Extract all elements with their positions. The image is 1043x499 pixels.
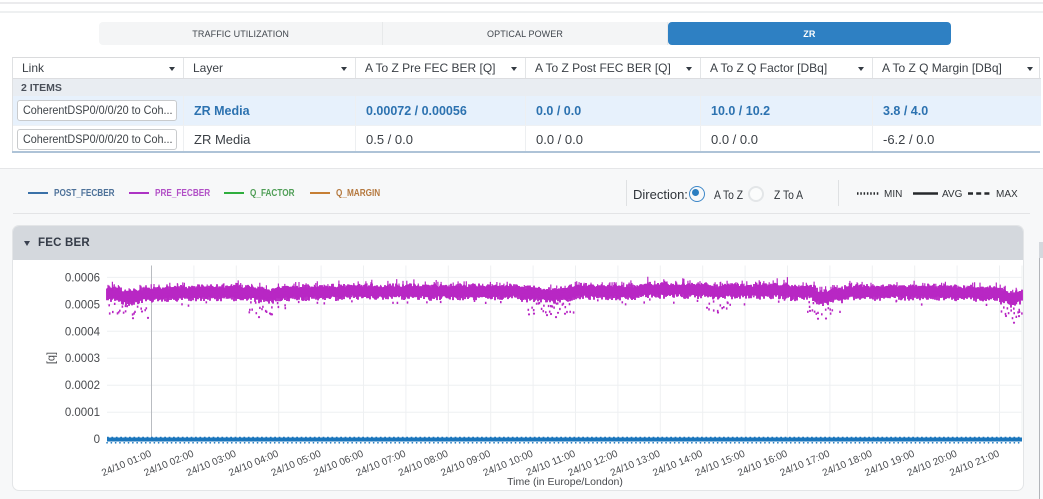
svg-text:0: 0: [94, 434, 100, 446]
svg-text:0.0003: 0.0003: [65, 353, 100, 365]
svg-text:0.0002: 0.0002: [65, 380, 100, 392]
svg-text:0.0001: 0.0001: [65, 407, 100, 419]
svg-text:Time (in Europe/London): Time (in Europe/London): [507, 476, 623, 488]
svg-text:AVG: AVG: [942, 189, 963, 200]
svg-text:0.0004: 0.0004: [65, 326, 101, 338]
svg-text:0.0006: 0.0006: [65, 272, 100, 284]
svg-text:[q]: [q]: [46, 352, 58, 364]
svg-text:MIN: MIN: [884, 189, 902, 200]
svg-text:MAX: MAX: [996, 189, 1018, 200]
svg-text:0.0005: 0.0005: [65, 299, 100, 311]
